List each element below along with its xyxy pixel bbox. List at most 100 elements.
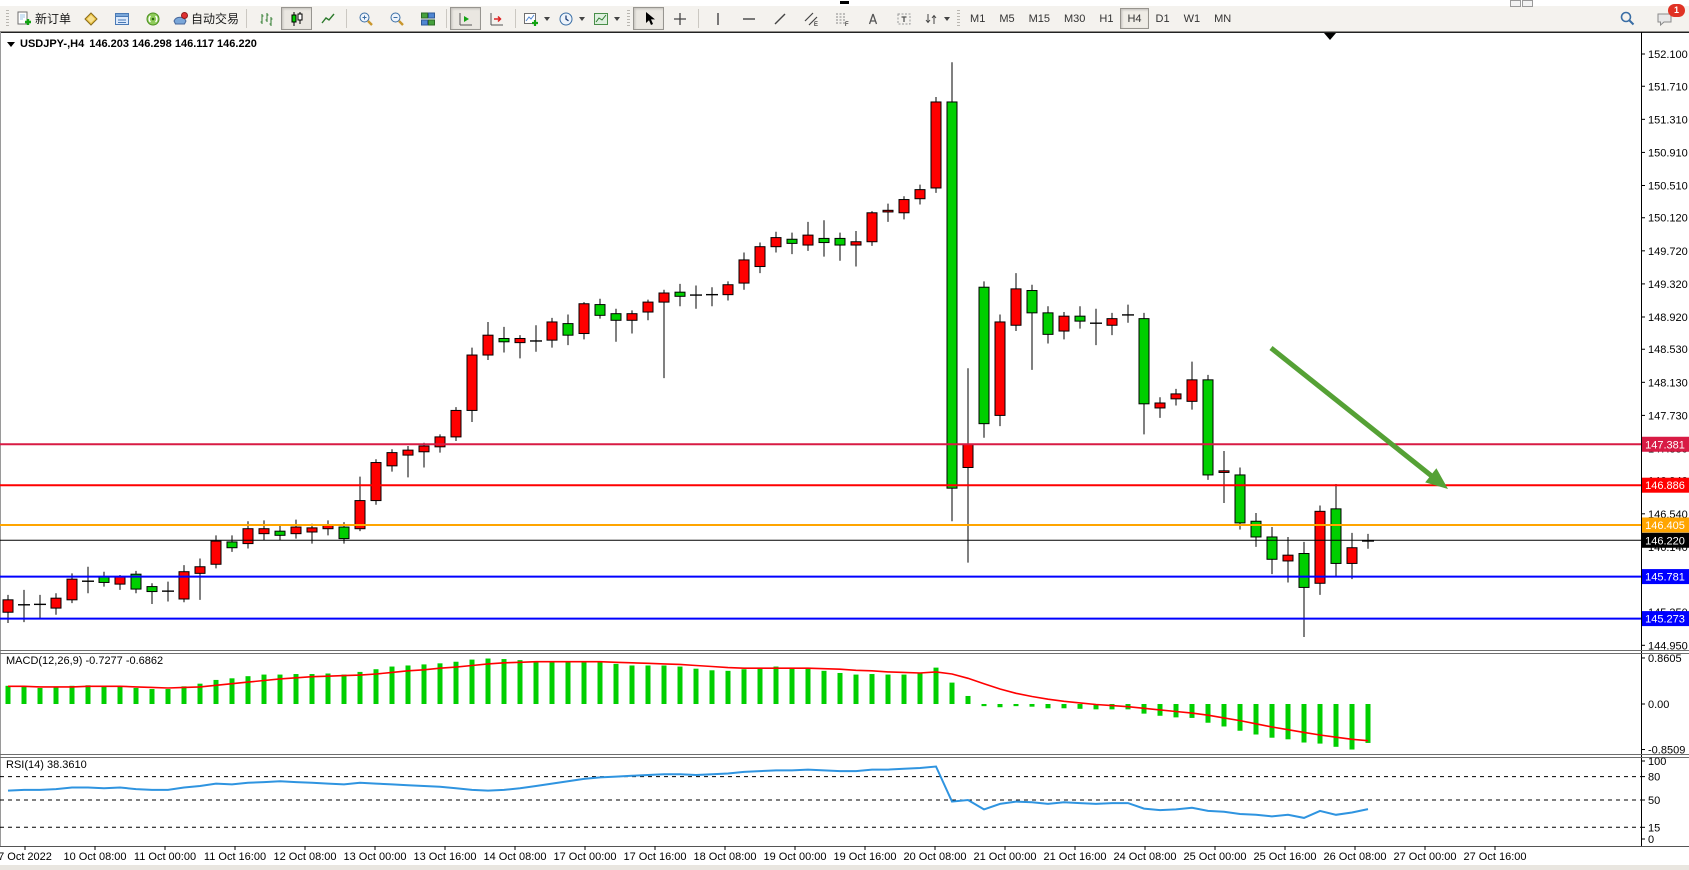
clock-icon	[559, 12, 573, 25]
zoom-in-icon	[359, 12, 373, 26]
text-tool-icon	[868, 13, 877, 24]
macd-histogram-bar	[1285, 704, 1291, 740]
candlestick-mode-button[interactable]	[281, 7, 313, 30]
fibonacci-tool-button[interactable]: F	[826, 7, 857, 30]
chart-window: 152.100 151.710 151.310 150.910 150.510 150.1…	[0, 32, 1689, 870]
macd-histogram-bar	[693, 668, 699, 704]
notifications-button[interactable]: 1	[1649, 4, 1685, 30]
auto-trading-button[interactable]: 自动交易	[168, 7, 243, 30]
bear-candle	[818, 237, 830, 244]
dropdown-caret	[579, 16, 586, 21]
macd-histogram-bar	[597, 662, 603, 704]
periods-button[interactable]	[554, 7, 589, 30]
crosshair-tool-button[interactable]	[664, 7, 695, 30]
timeframe-mn[interactable]: MN	[1207, 8, 1238, 29]
window-title-dash	[840, 1, 849, 4]
navigator-icon	[146, 12, 160, 25]
status-strip	[0, 865, 1689, 870]
macd-histogram-bar	[549, 661, 555, 704]
bull-candle	[770, 237, 782, 248]
bear-candle	[610, 313, 622, 321]
bull-candle	[850, 241, 862, 246]
text-label-tool-button[interactable]	[888, 7, 919, 30]
macd-histogram-bar	[485, 658, 491, 704]
line-chart-mode-button[interactable]	[312, 7, 343, 30]
bear-candle	[1266, 536, 1278, 560]
macd-histogram-bar	[69, 685, 75, 704]
macd-histogram-bar	[373, 669, 379, 704]
timeframe-label: M5	[999, 12, 1015, 25]
cursor-tool-button[interactable]	[633, 7, 665, 30]
bear-candle	[786, 238, 798, 244]
arrow-head	[1425, 468, 1448, 489]
macd-histogram-bar	[405, 665, 411, 704]
vertical-line-tool-button[interactable]	[702, 7, 733, 30]
bull-candle	[482, 334, 494, 356]
toolbar-grip[interactable]	[6, 9, 9, 28]
data-window-button[interactable]	[106, 7, 137, 30]
price-tick-label: 149.320	[1648, 279, 1688, 291]
time-tick-label: 11 Oct 16:00	[204, 851, 266, 863]
price-tick-label: 148.920	[1648, 312, 1688, 324]
auto-scroll-button[interactable]	[450, 7, 482, 30]
navigator-button[interactable]	[137, 7, 168, 30]
tile-windows-button[interactable]	[412, 7, 443, 30]
price-tick-label: 151.310	[1648, 114, 1688, 126]
timeframe-label: M30	[1064, 12, 1086, 25]
macd-histogram-bar	[85, 685, 91, 704]
timeframe-d1[interactable]: D1	[1149, 8, 1177, 29]
price-axis[interactable]: 152.100 151.710 151.310 150.910 150.510 150.1…	[1641, 32, 1689, 846]
timeframe-m15[interactable]: M15	[1022, 8, 1057, 29]
bar-chart-mode-button[interactable]	[250, 7, 281, 30]
bear-candle	[562, 323, 574, 336]
macd-axis-label: -0.8509	[1648, 745, 1685, 757]
macd-histogram-bar	[1349, 704, 1355, 750]
toolbar-grip[interactable]	[627, 9, 631, 28]
channel-tool-button[interactable]: E	[795, 7, 826, 30]
timeframe-m30[interactable]: M30	[1057, 8, 1092, 29]
timeframe-m5[interactable]: M5	[992, 8, 1021, 29]
timeframe-h1[interactable]: H1	[1092, 8, 1120, 29]
price-badge-bg	[1642, 517, 1689, 533]
price-badge-bg	[1642, 569, 1689, 585]
price-badge: 146.220	[1642, 532, 1689, 548]
timeframe-w1[interactable]: W1	[1177, 8, 1208, 29]
arrows-tool-button[interactable]	[919, 7, 954, 30]
bear-candle	[1202, 379, 1214, 476]
macd-histogram-bar	[981, 704, 987, 707]
shift-marker[interactable]	[1324, 33, 1336, 40]
zoom-in-button[interactable]	[350, 7, 381, 30]
templates-button[interactable]	[589, 7, 624, 30]
chart-canvas[interactable]: 152.100 151.710 151.310 150.910 150.510 150.1…	[0, 32, 1689, 870]
macd-histogram-bar	[117, 686, 123, 704]
horizontal-line-tool-button[interactable]	[733, 7, 764, 30]
new-chart-button[interactable]	[519, 7, 554, 30]
search-button[interactable]	[1612, 7, 1643, 30]
macd-histogram-bar	[1333, 704, 1339, 747]
time-tick-label: 26 Oct 08:00	[1324, 851, 1387, 863]
toolbar-grip[interactable]	[957, 9, 961, 28]
market-watch-button[interactable]	[75, 7, 106, 30]
macd-histogram-bar	[469, 659, 475, 704]
time-tick-label: 12 Oct 08:00	[274, 851, 337, 863]
bear-candle	[594, 304, 606, 316]
zoom-out-button[interactable]	[381, 7, 412, 30]
bull-candle	[1010, 288, 1022, 326]
macd-histogram-bar	[1029, 704, 1035, 707]
window-chrome-square	[1510, 0, 1521, 7]
trendline-tool-button[interactable]	[764, 7, 795, 30]
chart-shift-button[interactable]	[481, 7, 512, 30]
bear-candle	[130, 573, 142, 590]
macd-histogram-bar	[261, 674, 267, 704]
timeframe-h4[interactable]: H4	[1120, 8, 1149, 29]
time-tick-label: 19 Oct 00:00	[764, 851, 827, 863]
new-order-button[interactable]: 新订单	[12, 7, 75, 30]
candlestick-icon	[291, 11, 303, 26]
macd-histogram-bar	[133, 687, 139, 704]
annotation-arrow[interactable]	[1269, 346, 1448, 489]
macd-histogram-bar	[757, 667, 763, 704]
text-tool-button[interactable]	[857, 7, 888, 30]
time-axis[interactable]: 7 Oct 2022 10 Oct 08:00 11 Oct 00:00 11 Oct…	[0, 846, 1527, 863]
timeframe-m1[interactable]: M1	[963, 8, 992, 29]
